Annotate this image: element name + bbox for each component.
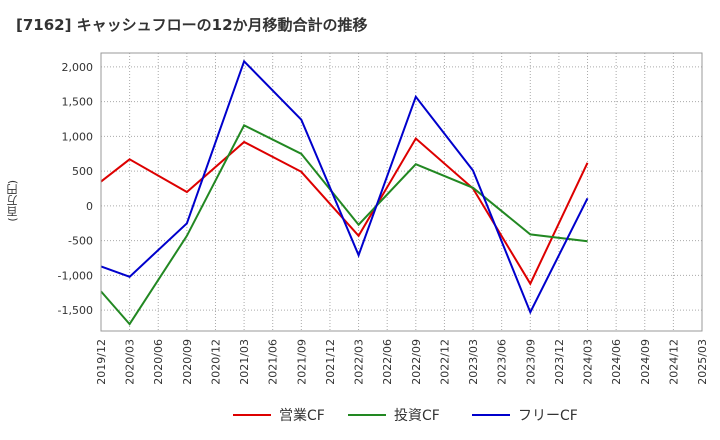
y-tick-label: -1,000 bbox=[58, 269, 93, 282]
x-tick-label: 2020/12 bbox=[209, 339, 222, 385]
plot-frame bbox=[100, 52, 703, 332]
legend: 営業CF 投資CF フリーCF bbox=[0, 404, 720, 426]
x-tick-label: 2020/06 bbox=[152, 339, 165, 385]
x-tick-label: 2021/06 bbox=[267, 339, 280, 385]
x-tick-label: 2024/12 bbox=[667, 339, 680, 385]
line-chart: 2,000 1,500 1,000 500 0 -500 -1,000 -1,500 2019… bbox=[58, 52, 709, 385]
x-tick-label: 2022/06 bbox=[381, 339, 394, 385]
y-tick-label: -500 bbox=[68, 235, 93, 248]
x-tick-label: 2022/09 bbox=[410, 339, 423, 385]
x-tick-label: 2024/09 bbox=[639, 339, 652, 385]
x-tick-label: 2023/03 bbox=[467, 339, 480, 385]
legend-item-free-cf: フリーCF bbox=[472, 404, 578, 426]
x-tick-label: 2019/12 bbox=[95, 339, 108, 385]
x-tick-label: 2020/03 bbox=[124, 339, 137, 385]
series-line-2 bbox=[100, 59, 589, 315]
x-tick-label: 2024/03 bbox=[582, 339, 595, 385]
y-tick-label: 1,500 bbox=[62, 96, 94, 109]
x-tick-label: 2023/06 bbox=[496, 339, 509, 385]
y-axis-ticks: 2,000 1,500 1,000 500 0 -500 -1,000 -1,500 bbox=[58, 61, 93, 317]
y-tick-label: 0 bbox=[86, 200, 93, 213]
x-tick-label: 2021/09 bbox=[295, 339, 308, 385]
y-tick-label: 500 bbox=[72, 165, 93, 178]
y-tick-label: 2,000 bbox=[62, 61, 94, 74]
series-line-0 bbox=[100, 136, 589, 286]
series-line-1 bbox=[100, 123, 588, 326]
x-tick-label: 2023/12 bbox=[553, 339, 566, 385]
legend-swatch-operating-cf bbox=[233, 414, 271, 416]
x-tick-label: 2025/03 bbox=[696, 339, 709, 385]
y-tick-label: 1,000 bbox=[62, 130, 94, 143]
legend-label-operating-cf: 営業CF bbox=[279, 408, 325, 424]
legend-swatch-investing-cf bbox=[348, 414, 386, 416]
series-lines bbox=[100, 59, 589, 326]
x-tick-label: 2020/09 bbox=[181, 339, 194, 385]
x-tick-label: 2024/06 bbox=[610, 339, 623, 385]
x-tick-label: 2021/03 bbox=[238, 339, 251, 385]
x-tick-label: 2021/12 bbox=[324, 339, 337, 385]
chart-title: [7162] キャッシュフローの12か月移動合計の推移 bbox=[16, 16, 368, 34]
x-axis-ticks: 2019/12 2020/03 2020/06 2020/09 2020/12 2021/… bbox=[95, 339, 709, 385]
legend-swatch-free-cf bbox=[472, 414, 510, 416]
legend-label-free-cf: フリーCF bbox=[518, 408, 578, 424]
grid bbox=[101, 53, 702, 331]
legend-item-operating-cf: 営業CF bbox=[233, 404, 325, 426]
y-tick-label: -1,500 bbox=[58, 304, 93, 317]
x-tick-label: 2022/12 bbox=[438, 339, 451, 385]
legend-label-investing-cf: 投資CF bbox=[394, 408, 440, 424]
x-tick-label: 2023/09 bbox=[524, 339, 537, 385]
legend-item-investing-cf: 投資CF bbox=[348, 404, 440, 426]
x-tick-label: 2022/03 bbox=[353, 339, 366, 385]
